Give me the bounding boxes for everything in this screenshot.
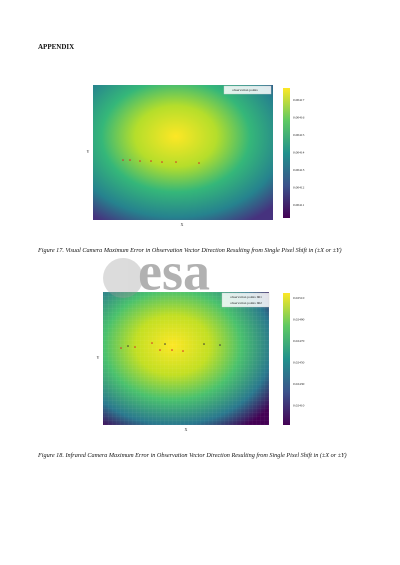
colorbar-label: 0.02410 — [293, 403, 305, 407]
section-title: APPENDIX — [38, 43, 75, 51]
colorbar-label: 0.00417 — [293, 98, 305, 102]
observation-points — [122, 159, 200, 164]
colorbar-label: 0.00416 — [293, 115, 305, 119]
colorbar-label: 0.02470 — [293, 339, 305, 343]
watermark-text: esa — [138, 241, 210, 301]
y-axis-label: Y — [97, 355, 100, 360]
colorbar-label: 0.00414 — [293, 150, 305, 154]
legend — [221, 292, 270, 308]
x-axis-label: X — [185, 427, 188, 432]
watermark-logo: esa — [103, 241, 210, 301]
colorbar-label: 0.02450 — [293, 360, 305, 364]
colorbar — [283, 88, 290, 218]
legend-label: observation points IR1 — [230, 295, 262, 299]
colorbar-label: 0.02490 — [293, 317, 305, 321]
colorbar — [283, 293, 290, 425]
colorbar-label: 0.00411 — [293, 203, 304, 207]
heatmap — [93, 85, 273, 220]
figure-caption: Figure 17. Visual Camera Maximum Error i… — [38, 247, 342, 254]
colorbar-label: 0.00415 — [293, 133, 305, 137]
heatmap-grid — [103, 292, 269, 425]
legend — [223, 85, 272, 95]
legend-label: observation points — [232, 88, 258, 92]
observation-points — [120, 342, 221, 352]
colorbar-label: 0.02510 — [293, 296, 305, 300]
x-axis-label: X — [181, 222, 184, 227]
y-axis-label: Y — [87, 149, 90, 154]
colorbar-label: 0.00413 — [293, 168, 305, 172]
colorbar-label: 0.00412 — [293, 185, 305, 189]
colorbar-label: 0.02430 — [293, 382, 305, 386]
figure-caption: Figure 18. Infrared Camera Maximum Error… — [38, 452, 347, 459]
legend-label: observation points IR2 — [230, 301, 262, 305]
